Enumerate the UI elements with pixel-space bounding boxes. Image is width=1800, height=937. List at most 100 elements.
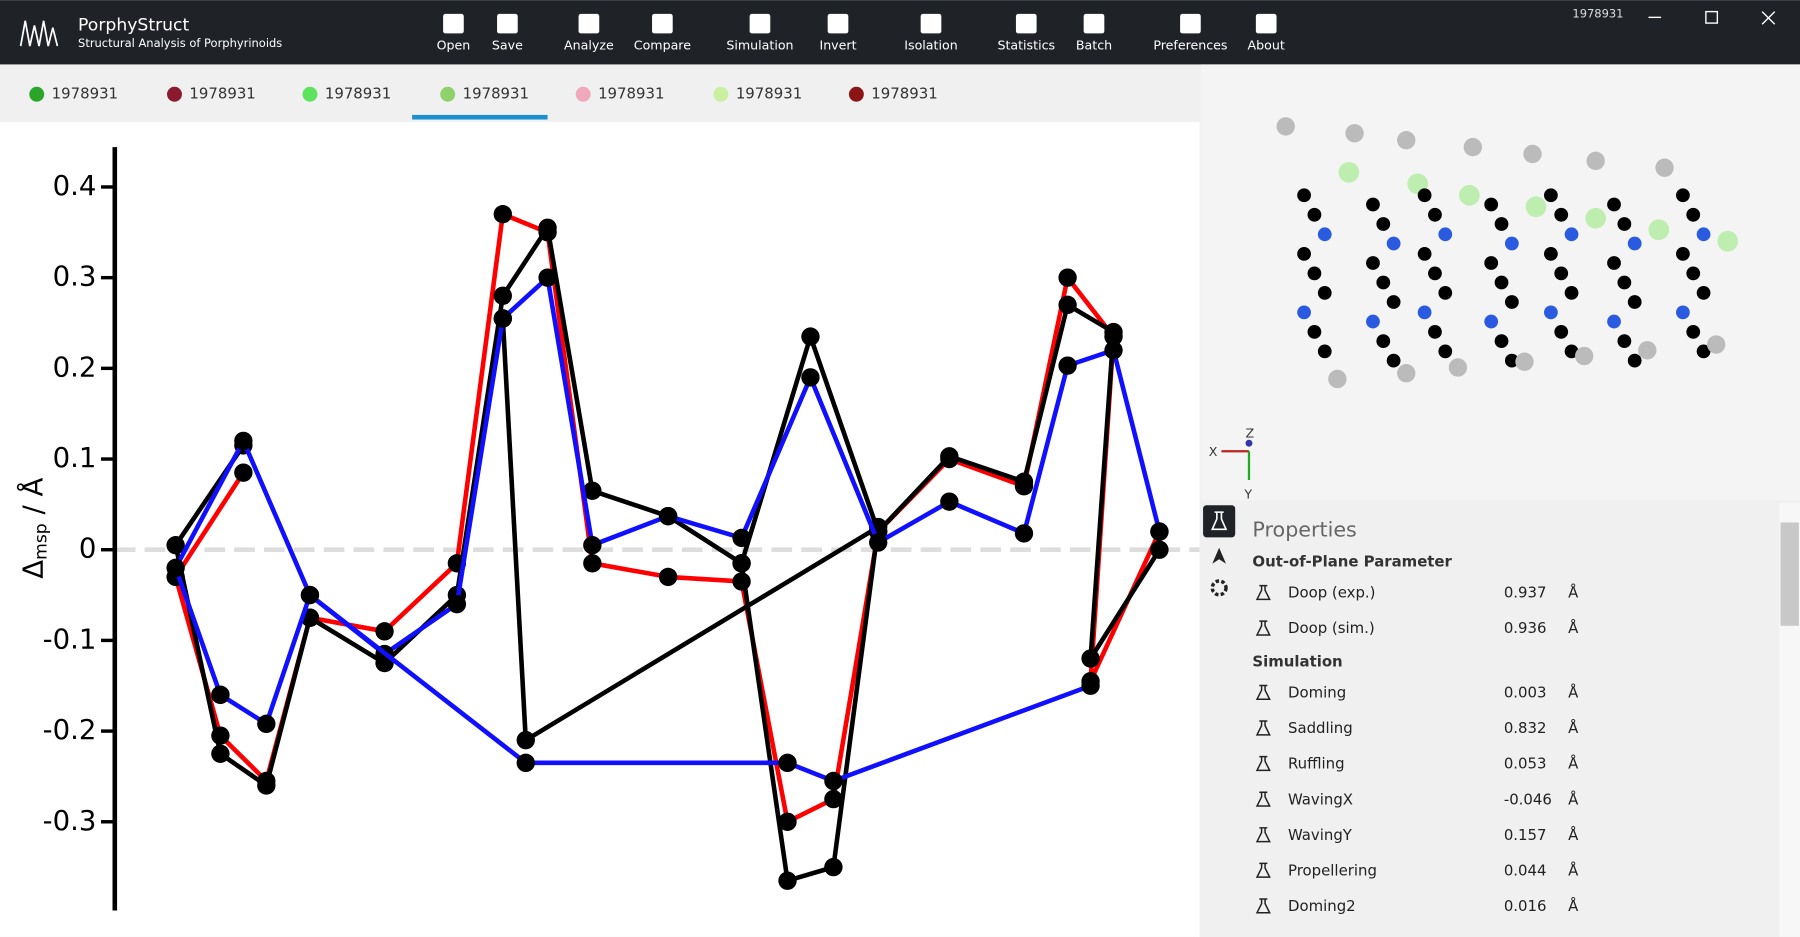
y-tick-label: -0.3 [43, 805, 97, 837]
properties-panel: Properties Out-of-Plane Parameter Doop (ex… [1252, 517, 1579, 915]
atom-light [1525, 196, 1547, 218]
toolbar-button[interactable]: About [1248, 13, 1285, 53]
data-point [778, 753, 797, 773]
data-point [538, 268, 557, 287]
tab-dot [302, 86, 318, 102]
data-point [493, 286, 512, 305]
atom-grey [1448, 358, 1468, 377]
property-name: Propellering [1288, 861, 1377, 879]
toolbar-label: Save [492, 38, 523, 53]
tab-underline [412, 114, 548, 120]
y-tick-label: 0 [79, 533, 97, 565]
toolbar-button[interactable]: Compare [634, 13, 691, 53]
toolbar-label: Simulation [726, 38, 793, 53]
tab[interactable]: 1978931 [713, 84, 802, 102]
tab[interactable]: 1978931 [575, 84, 665, 102]
atom [1376, 217, 1391, 231]
side-button-active[interactable] [1203, 505, 1236, 538]
app-logo [19, 20, 59, 47]
tab[interactable]: 1978931 [29, 84, 118, 102]
atom-grey [1397, 131, 1416, 150]
data-point [1104, 322, 1123, 342]
atom [1617, 334, 1632, 348]
row-icon [1255, 720, 1271, 736]
atom [1564, 227, 1579, 242]
atom-grey [1345, 124, 1364, 143]
atom-grey [1328, 369, 1347, 389]
atom [1686, 266, 1701, 281]
data-point [940, 492, 959, 511]
toolbar-button[interactable]: Preferences [1153, 13, 1228, 53]
toolbar-button[interactable]: Analyze [564, 13, 614, 53]
flask-icon [1211, 511, 1228, 531]
toolbar-label: Preferences [1153, 38, 1227, 53]
data-point [583, 554, 602, 573]
property-value: 0.157 [1504, 826, 1547, 844]
data-point [211, 744, 230, 763]
atom [1617, 275, 1632, 290]
atom [1417, 246, 1432, 261]
property-value: 0.937 [1504, 584, 1547, 602]
side-button-nav[interactable] [1212, 547, 1227, 564]
data-point [516, 730, 535, 750]
tab-dot [29, 86, 45, 102]
toolbar-button[interactable]: Isolation [904, 13, 958, 53]
tab[interactable]: 1978931 [412, 84, 548, 120]
data-point [824, 789, 843, 809]
atom [1417, 188, 1432, 203]
atom [1686, 325, 1701, 339]
toolbar-button[interactable]: Batch [1076, 13, 1112, 53]
tab-label: 1978931 [736, 84, 802, 102]
series-line [500, 318, 881, 884]
y-tick-label: 0.2 [53, 351, 97, 383]
toolbar-button[interactable]: Statistics [997, 13, 1055, 53]
toolbar-button[interactable]: Open [437, 13, 471, 53]
property-value: 0.044 [1504, 861, 1547, 879]
atom [1438, 344, 1453, 359]
data-point [1081, 649, 1100, 668]
toolbar-button[interactable]: Simulation [726, 13, 794, 53]
data-point [1058, 356, 1077, 375]
property-name: Doming2 [1288, 897, 1356, 915]
atom-grey [1707, 335, 1726, 354]
atom-grey [1397, 364, 1416, 383]
gizmo-x-label: X [1209, 444, 1218, 459]
atom [1696, 285, 1711, 300]
toolbar-button[interactable]: Invert [819, 13, 857, 53]
property-unit: Å [1568, 584, 1579, 602]
atom [1428, 325, 1442, 339]
scrollbar-thumb[interactable] [1780, 522, 1799, 626]
row-icon [1255, 791, 1271, 807]
close-button[interactable] [1761, 11, 1776, 25]
tab[interactable]: 1978931 [302, 84, 391, 102]
tab-dot [848, 86, 864, 102]
side-button-settings[interactable] [1210, 579, 1228, 597]
atom [1617, 217, 1632, 231]
atom-light [1338, 161, 1360, 183]
data-point [234, 463, 253, 482]
data-point [538, 218, 557, 237]
data-point [1104, 341, 1123, 360]
series-line [173, 275, 1162, 696]
tab-label: 1978931 [189, 84, 255, 102]
tab-dot [440, 86, 456, 102]
toolbar-label: Compare [634, 38, 691, 53]
atom [1366, 314, 1380, 329]
maximize-button[interactable] [1705, 10, 1719, 24]
toolbar-button[interactable]: Save [492, 13, 523, 53]
title-bar [0, 0, 1800, 65]
toolbar: Open Save Analyze Compare Simulation Invert Is… [437, 13, 1285, 53]
chart: 0.4 0.3 0.2 0.1 0 -0.1 -0.2 -0.3 Δmsp / Å [15, 147, 1200, 911]
data-point [940, 447, 959, 466]
data-point [375, 622, 394, 641]
tab[interactable]: 1978931 [848, 84, 938, 102]
window-label: 1978931 [1572, 6, 1623, 20]
tab[interactable]: 1978931 [167, 84, 256, 102]
chart-panel [0, 121, 1200, 937]
atom [1317, 227, 1332, 242]
data-point [778, 812, 797, 831]
tab-bar: 1978931 1978931 1978931 1978931 1978931 19789… [29, 84, 938, 120]
atom [1307, 325, 1322, 339]
